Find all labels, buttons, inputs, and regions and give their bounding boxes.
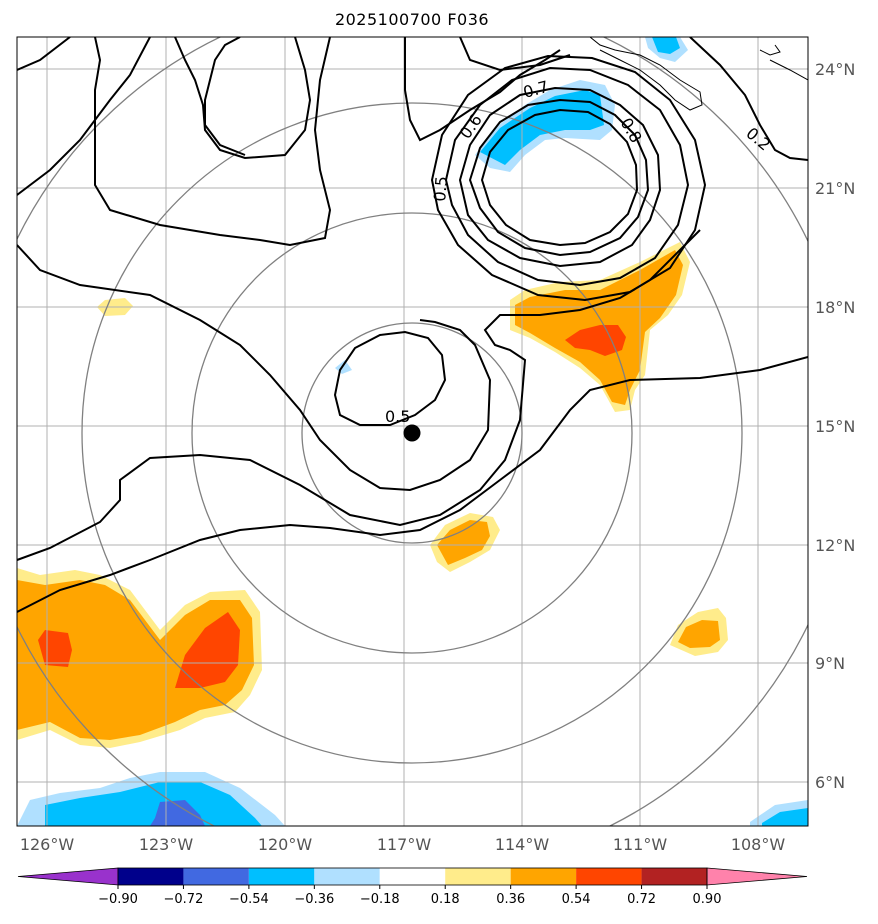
lon-label: 126°W: [20, 835, 75, 854]
lat-label: 12°N: [815, 536, 855, 555]
colorbar-outline: [117, 867, 708, 886]
strong-negative-anomaly-top-edge: [652, 37, 680, 54]
colorbar-tick-label: 0.90: [693, 892, 722, 907]
map-plot-area: 0.2 0.5 0.5 0.6 0.7 0.8: [17, 37, 808, 826]
colorbar-segment: [379, 868, 446, 885]
map-title: 2025100700 F036: [334, 10, 490, 29]
colorbar-extension-high: [706, 867, 808, 886]
lon-label: 117°W: [377, 835, 432, 854]
colorbar-segment: [641, 868, 707, 885]
contour-west-2: [94, 37, 332, 247]
lat-label: 15°N: [815, 417, 855, 436]
colorbar-tick-label: −0.90: [98, 892, 138, 907]
lon-label: 108°W: [731, 835, 786, 854]
strong-negative-anomaly-south: [45, 782, 262, 826]
coastline: [589, 37, 808, 111]
colorbar: −0.90 −0.72 −0.54 −0.36 −0.18 0.18 0.36 0.54 0.7…: [17, 867, 808, 907]
contour-central-ring: [17, 244, 492, 492]
contour-high-1: [458, 86, 662, 268]
lat-label: 9°N: [815, 654, 845, 673]
strong-anomaly-east: [565, 325, 626, 356]
contour-lines: [17, 37, 808, 613]
contour-label-0.5-high: 0.5: [430, 175, 451, 202]
strong-anomaly-west-a: [175, 612, 240, 688]
colorbar-tick-label: −0.54: [229, 892, 269, 907]
colorbar-tick-label: 0.36: [496, 892, 525, 907]
positive-anomaly-blob-east-core: [678, 620, 720, 648]
colorbar-segment: [183, 868, 249, 885]
colorbar-segment: [118, 868, 184, 885]
strong-negative-anomaly-north: [480, 90, 604, 165]
longitude-labels: 126°W 123°W 120°W 117°W 114°W 111°W 108°…: [20, 835, 786, 854]
colorbar-extension-low: [17, 867, 119, 886]
lon-label: 114°W: [495, 835, 550, 854]
contour-label-0.8: 0.8: [617, 115, 646, 147]
contour-north-center: [404, 37, 561, 142]
colorbar-segment: [510, 868, 577, 885]
contour-0.2: [689, 37, 808, 161]
lat-label: 21°N: [815, 179, 855, 198]
very-strong-negative-anomaly-south: [150, 800, 205, 826]
colorbar-tick-label: 0.18: [431, 892, 460, 907]
colorbar-segment: [445, 868, 511, 885]
shaded-anomaly-field: [17, 37, 808, 826]
colorbar-segment: [576, 868, 642, 885]
contour-high-5: [430, 54, 707, 302]
lon-label: 120°W: [258, 835, 313, 854]
strong-negative-anomaly-southeast-corner: [762, 808, 808, 826]
contour-northwest: [17, 37, 71, 71]
contour-west-3: [174, 37, 312, 160]
colorbar-tick-label: −0.18: [360, 892, 400, 907]
lon-label: 123°W: [139, 835, 194, 854]
colorbar-segment: [248, 868, 315, 885]
contour-high-4: [444, 66, 690, 287]
contour-west-4: [204, 37, 246, 156]
colorbar-tick-label: −0.36: [294, 892, 334, 907]
contour-north-right: [459, 37, 571, 72]
positive-anomaly-region-west-core: [17, 580, 254, 740]
range-rings: [17, 37, 808, 826]
lat-label: 6°N: [815, 773, 845, 792]
negative-anomaly-small: [335, 360, 352, 374]
contour-closed-low: [333, 330, 447, 426]
contour-outer-southwest: [17, 356, 808, 613]
map-frame: [16, 36, 809, 827]
contour-label-0.2: 0.2: [742, 124, 774, 155]
lat-label: 18°N: [815, 298, 855, 317]
colorbar-segment: [314, 868, 380, 885]
contour-high-2: [468, 98, 650, 257]
contour-high-3: [480, 108, 639, 247]
lat-label: 24°N: [815, 60, 855, 79]
storm-center-marker: [403, 424, 421, 442]
colorbar-tick-label: 0.72: [627, 892, 656, 907]
lon-label: 111°W: [613, 835, 668, 854]
contour-southwest: [17, 229, 701, 561]
colorbar-tick-label: 0.54: [562, 892, 591, 907]
latitude-labels: 24°N 21°N 18°N 15°N 12°N 9°N 6°N: [815, 60, 855, 792]
positive-anomaly-blob-south-core: [437, 520, 490, 565]
colorbar-tick-label: −0.72: [164, 892, 204, 907]
contour-label-0.5-low: 0.5: [385, 407, 410, 426]
